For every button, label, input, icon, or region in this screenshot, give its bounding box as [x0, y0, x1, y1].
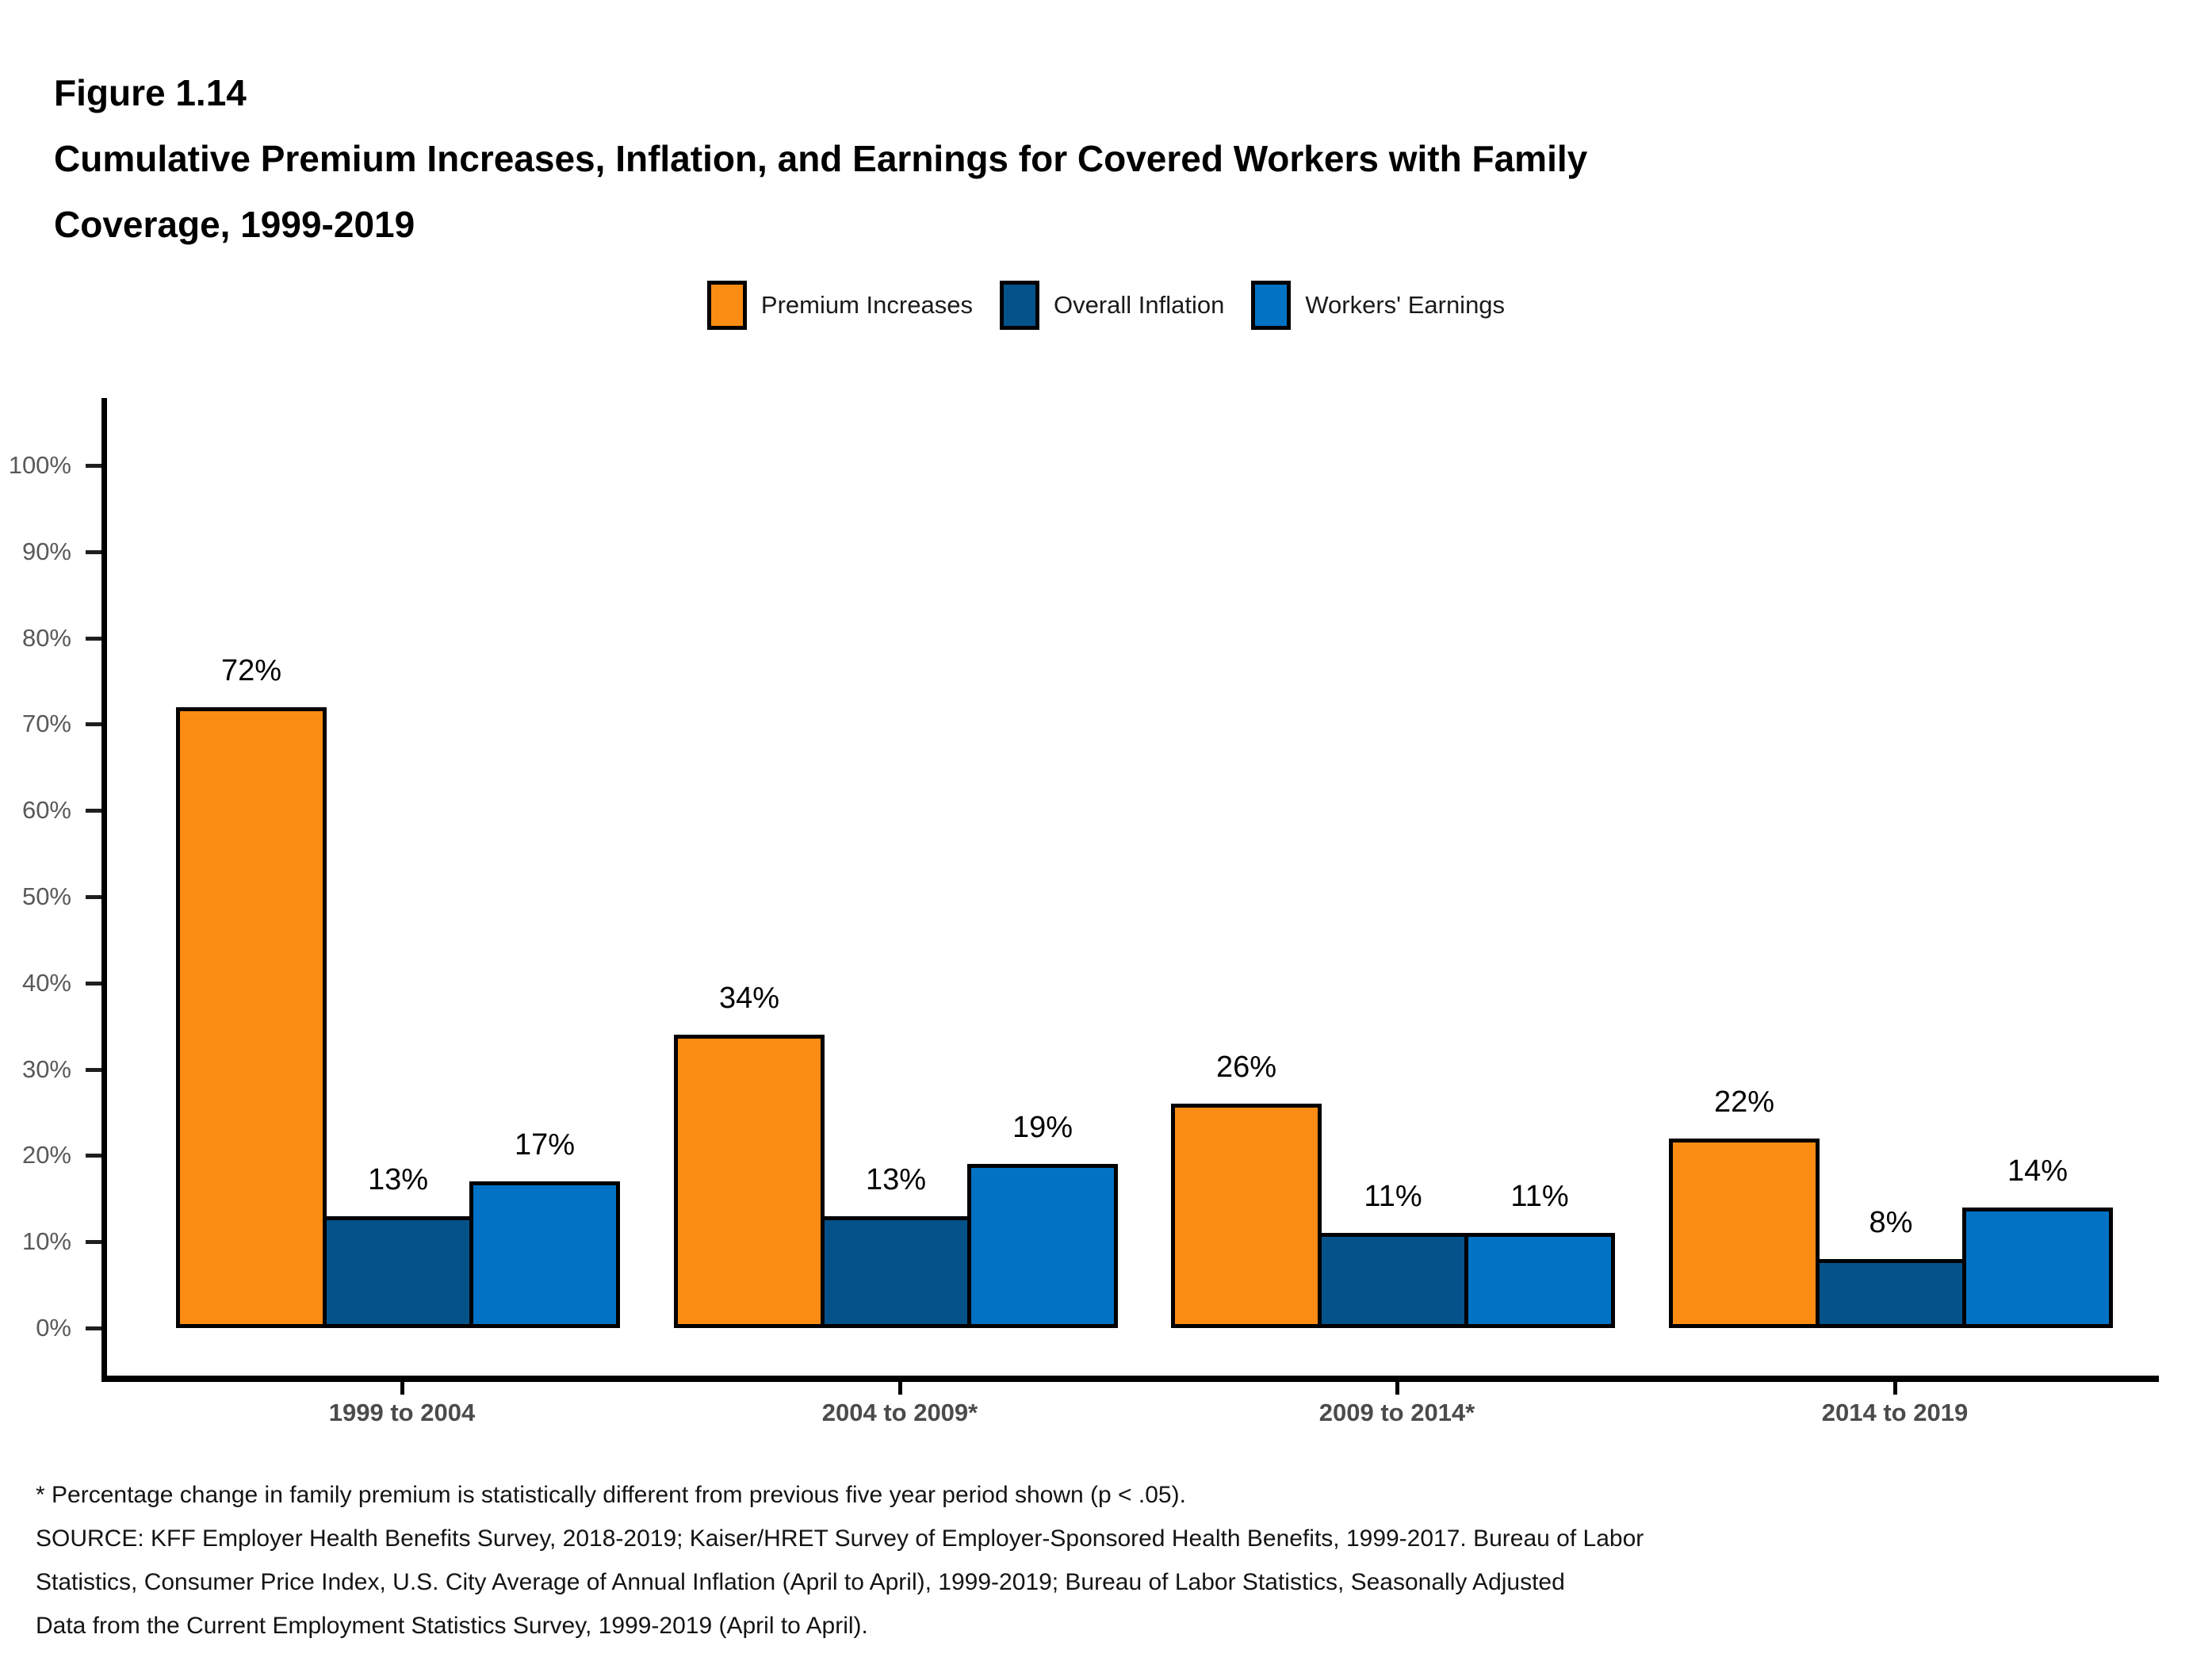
y-axis-tick-label: 90% — [21, 537, 71, 565]
bar-value-label: 26% — [1215, 1051, 1277, 1084]
bar-value-label: 72% — [220, 654, 282, 687]
bar-overall-inflation — [323, 1216, 473, 1328]
bar-premium-increases — [176, 707, 327, 1328]
bar-value-label: 13% — [865, 1163, 927, 1196]
bar-workers-earnings — [967, 1164, 1118, 1328]
y-axis-tick — [86, 1240, 101, 1245]
legend-item-overall-inflation: Overall Inflation — [999, 281, 1225, 330]
x-axis-category-label: 2004 to 2009* — [821, 1399, 978, 1426]
x-axis-tick — [898, 1382, 902, 1395]
y-axis-tick-label: 0% — [36, 1314, 71, 1342]
x-axis-tick — [400, 1382, 404, 1395]
figure-label: Figure 1.14 — [54, 72, 247, 113]
y-axis-tick — [86, 809, 101, 813]
x-axis-category-label: 2014 to 2019 — [1821, 1399, 1969, 1426]
y-axis-tick-label: 100% — [8, 451, 71, 479]
figure-title-line-2: Coverage, 1999-2019 — [54, 204, 415, 245]
bar-overall-inflation — [1816, 1259, 1966, 1328]
y-axis-tick — [86, 722, 101, 727]
y-axis-tick-label: 20% — [21, 1141, 71, 1169]
footnotes: * Percentage change in family premium is… — [36, 1473, 1644, 1648]
legend-swatch-workers-earnings — [1251, 281, 1292, 330]
legend-label: Premium Increases — [760, 291, 973, 319]
x-axis-tick — [1893, 1382, 1897, 1395]
y-axis-tick-label: 60% — [21, 796, 71, 825]
legend-label: Overall Inflation — [1053, 291, 1225, 319]
legend-swatch-overall-inflation — [999, 281, 1039, 330]
bar-value-label: 22% — [1713, 1085, 1775, 1119]
legend-item-workers-earnings: Workers' Earnings — [1251, 281, 1505, 330]
legend-swatch-premium-increases — [706, 281, 747, 330]
footnote-source-line-1: SOURCE: KFF Employer Health Benefits Sur… — [36, 1525, 1644, 1552]
y-axis-tick — [86, 981, 101, 986]
y-axis-tick — [86, 1326, 101, 1330]
bar-premium-increases — [674, 1035, 825, 1328]
bar-workers-earnings — [1962, 1208, 2113, 1328]
y-axis-tick-label: 80% — [21, 623, 71, 652]
y-axis-tick — [86, 464, 101, 468]
y-axis-tick-label: 70% — [21, 710, 71, 738]
bar-value-label: 14% — [2007, 1154, 2068, 1188]
bar-chart: 0% 10% 20% 30% 40% 50% 60% 70% 80% 90% 100% 1999 to… — [9, 398, 2159, 1426]
y-axis-tick — [86, 636, 101, 641]
footnote-source-line-3: Data from the Current Employment Statist… — [36, 1613, 868, 1639]
bar-workers-earnings — [469, 1181, 620, 1328]
bar-value-label: 8% — [1869, 1206, 1913, 1239]
y-axis-tick — [86, 549, 101, 554]
legend-label: Workers' Earnings — [1305, 291, 1506, 319]
y-axis-tick — [86, 1154, 101, 1158]
y-axis-tick-label: 40% — [21, 968, 71, 997]
x-axis-category-label: 1999 to 2004 — [328, 1399, 476, 1426]
chart-legend: Premium Increases Overall Inflation Worker… — [0, 281, 2212, 330]
y-axis-tick-label: 30% — [21, 1054, 71, 1083]
bar-value-label: 11% — [1510, 1180, 1569, 1213]
bar-overall-inflation — [1318, 1233, 1468, 1328]
x-axis-tick — [1395, 1382, 1399, 1395]
y-axis-tick — [86, 1067, 101, 1072]
bar-overall-inflation — [821, 1216, 971, 1328]
bar-value-label: 34% — [718, 982, 780, 1015]
y-axis-tick — [86, 895, 101, 899]
bar-premium-increases — [1669, 1139, 1820, 1328]
figure-title: Figure 1.14 Cumulative Premium Increases… — [54, 60, 1587, 258]
bar-value-label: 11% — [1364, 1180, 1422, 1213]
bar-workers-earnings — [1464, 1233, 1615, 1328]
y-axis-tick-label: 10% — [21, 1227, 71, 1256]
bar-value-label: 19% — [1012, 1111, 1073, 1144]
figure-title-line-1: Cumulative Premium Increases, Inflation,… — [54, 138, 1588, 179]
y-axis-tick-label: 50% — [21, 882, 71, 910]
bar-premium-increases — [1171, 1104, 1322, 1328]
x-axis-category-label: 2009 to 2014* — [1318, 1399, 1475, 1426]
y-axis-line — [101, 398, 107, 1382]
legend-item-premium-increases: Premium Increases — [706, 281, 973, 330]
x-axis-line — [101, 1376, 2159, 1382]
bar-value-label: 17% — [514, 1128, 576, 1162]
bar-value-label: 13% — [367, 1163, 429, 1196]
footnote-asterisk: * Percentage change in family premium is… — [36, 1482, 1186, 1508]
footnote-source-line-2: Statistics, Consumer Price Index, U.S. C… — [36, 1569, 1565, 1595]
